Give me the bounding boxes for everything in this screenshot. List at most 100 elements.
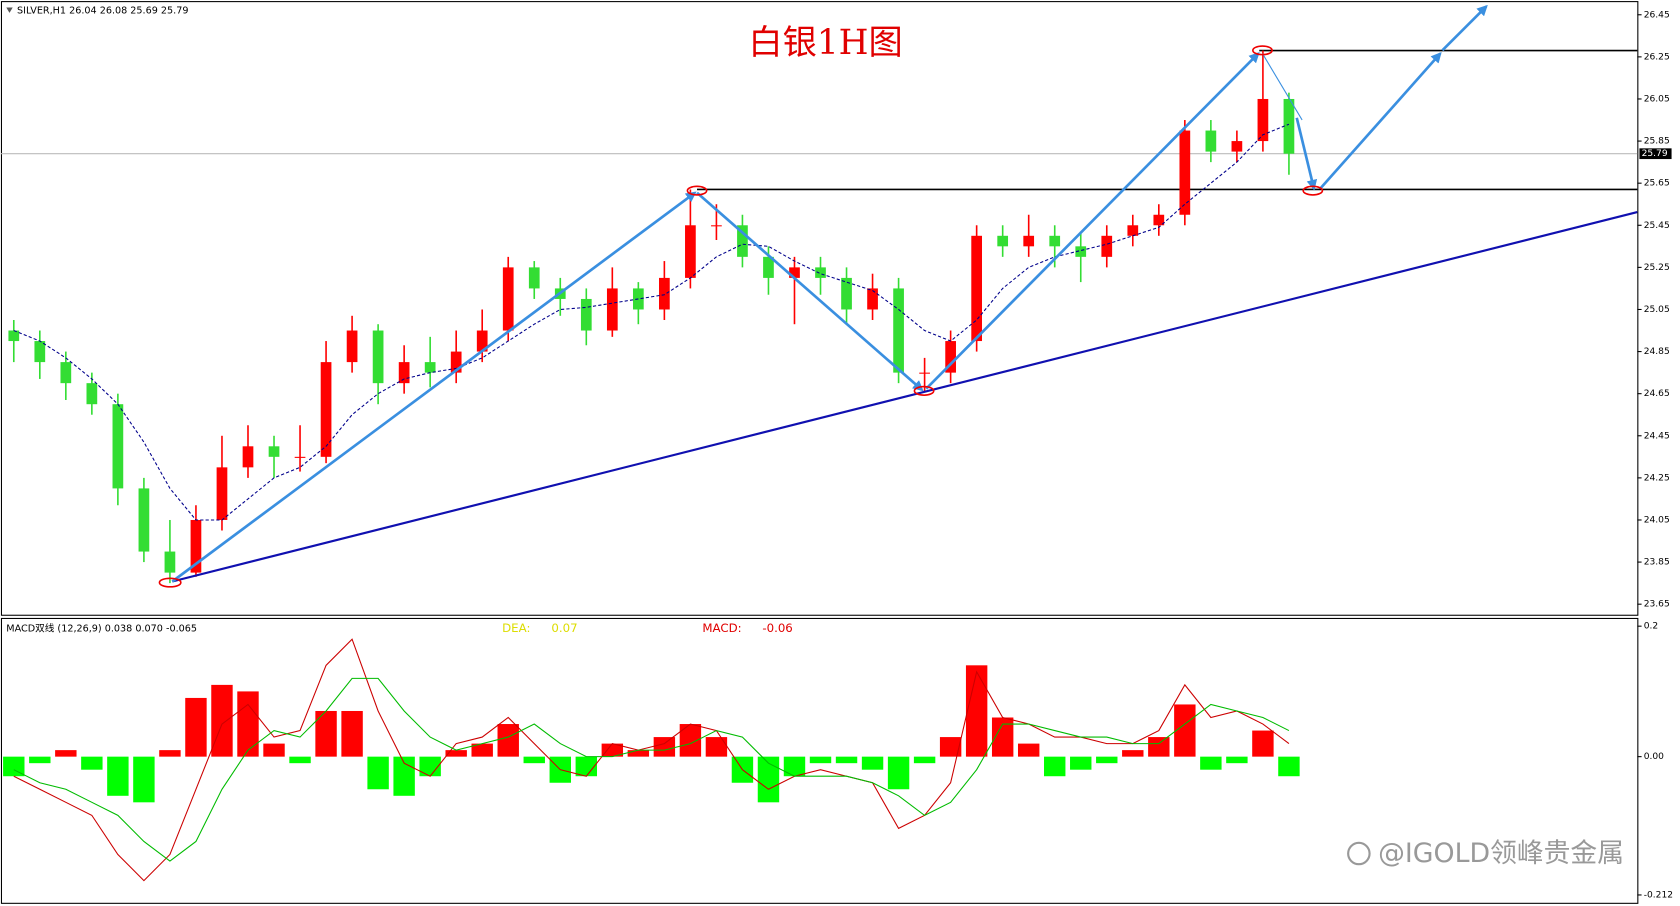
histogram-bar — [965, 665, 988, 757]
candle-body — [1153, 214, 1165, 226]
candle-body — [190, 519, 202, 573]
histogram-bar — [289, 756, 311, 764]
histogram-bar — [29, 756, 51, 764]
candle-body — [1283, 98, 1295, 154]
candle-body — [763, 256, 774, 278]
histogram-bar — [861, 756, 884, 770]
candle-body — [1023, 235, 1035, 247]
histogram-bar — [445, 750, 467, 757]
histogram-bar — [3, 756, 25, 777]
histogram-bar — [757, 756, 780, 803]
signal-line — [13, 677, 1290, 862]
histogram-bar — [315, 710, 337, 757]
histogram-bar — [1070, 756, 1092, 770]
macd-value: -0.06 — [762, 621, 792, 635]
histogram-bar — [133, 756, 155, 803]
candle-body — [1205, 130, 1217, 152]
candle-body — [1231, 141, 1243, 152]
candle-body — [1127, 225, 1139, 236]
price-plot: 23.65 23.85 24.05 24.25 24.45 24.65 24.85 25.05… — [0, 10, 1672, 610]
histogram-bar — [523, 756, 545, 764]
chart-title: 白银1H图 — [748, 23, 902, 63]
watermark-logo — [1347, 841, 1371, 866]
dea-value: 0.07 — [551, 621, 577, 635]
y-tick-label: 0.2 — [1644, 622, 1658, 632]
candle-body — [138, 488, 150, 552]
candle-body — [424, 362, 436, 373]
y-tick-label: 26.05 — [1644, 94, 1670, 104]
symbol-icon — [6, 7, 13, 13]
candle-body — [867, 288, 878, 310]
histogram-bar — [705, 737, 728, 757]
pivot-marker — [913, 385, 935, 396]
histogram-bar — [627, 750, 650, 757]
histogram-bar — [367, 756, 389, 790]
histogram-bar — [1252, 730, 1274, 757]
candle-body — [789, 267, 800, 278]
histogram-bar — [939, 737, 962, 757]
y-tick-label: 25.65 — [1644, 179, 1670, 189]
y-tick-label: 23.65 — [1644, 600, 1670, 610]
symbol-header: SILVER,H1 26.04 26.08 25.69 25.79 — [17, 6, 188, 17]
histogram-bar — [419, 756, 441, 777]
candle-body — [268, 446, 280, 457]
histogram-bar — [679, 724, 702, 757]
histogram-bar — [1200, 756, 1222, 770]
histogram-bar — [809, 756, 832, 764]
y-tick-label: 23.85 — [1644, 558, 1670, 568]
arrow — [1319, 51, 1442, 190]
histogram-bar — [653, 737, 676, 757]
candle-body — [1075, 246, 1087, 257]
histogram-bar — [1017, 743, 1040, 757]
arrow — [1262, 53, 1303, 121]
candle-body — [112, 404, 124, 489]
moving-average — [13, 123, 1290, 521]
histogram-bar — [601, 743, 624, 757]
y-tick-label: 24.25 — [1644, 473, 1670, 483]
arrow — [1441, 4, 1488, 52]
candle-body — [8, 330, 20, 342]
y-tick-label: 26.45 — [1644, 10, 1670, 20]
candle-body — [1049, 235, 1061, 247]
candle-body — [815, 267, 826, 278]
candle-body — [841, 277, 852, 310]
candle-body — [997, 235, 1009, 247]
watermark: @IGOLD领峰贵金属 — [1378, 838, 1624, 869]
y-tick-label: 24.65 — [1644, 389, 1670, 399]
candle-body — [216, 467, 228, 520]
candle-body — [685, 225, 696, 278]
histogram-bar — [211, 684, 233, 757]
histogram-bar — [1278, 756, 1300, 777]
candle-body — [580, 298, 592, 331]
y-tick-label: 26.25 — [1644, 52, 1670, 62]
macd-line — [13, 638, 1290, 882]
macd-label: MACD: — [702, 621, 741, 635]
macd-header: MACD双线 (12,26,9) 0.038 0.070 -0.065 — [6, 623, 197, 635]
pivot-marker — [158, 577, 182, 588]
candle-body — [476, 330, 488, 352]
arrow — [171, 191, 697, 583]
histogram-bar — [1148, 737, 1170, 757]
pivot-marker — [1302, 185, 1324, 196]
candle-body — [1257, 98, 1269, 142]
candle-body — [398, 362, 410, 384]
candle-body — [86, 383, 98, 405]
histogram-bar — [471, 743, 493, 757]
macd-plot: 0.2 0.00 -0.212 — [3, 622, 1673, 900]
trend-line — [172, 211, 1638, 583]
histogram-bar — [1096, 756, 1118, 764]
candle-body — [711, 225, 722, 227]
current-price-box — [1639, 148, 1672, 160]
candle-body — [659, 277, 670, 310]
y-tick-label: 24.45 — [1644, 431, 1670, 441]
histogram-bar — [1174, 704, 1196, 757]
candle-body — [450, 351, 462, 373]
histogram-bar — [783, 756, 806, 777]
candle-body — [606, 288, 618, 331]
histogram-bar — [835, 756, 858, 764]
candle-body — [164, 551, 176, 573]
candle-body — [346, 330, 358, 363]
annotations — [158, 4, 1638, 588]
candle-body — [528, 267, 540, 289]
